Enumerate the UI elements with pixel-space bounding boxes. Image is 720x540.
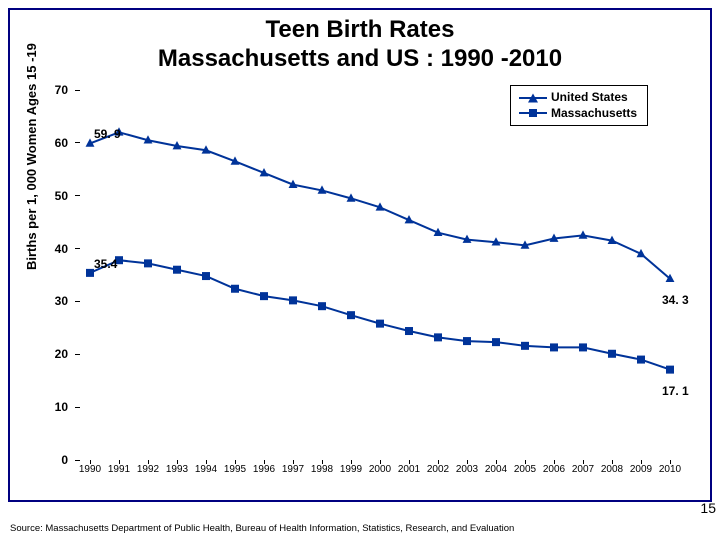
data-point-label: 59. 9 [94, 127, 121, 141]
y-axis-label: Births per 1, 000 Women Ages 15 -19 [24, 43, 39, 270]
y-tick-label: 60 [55, 136, 68, 150]
x-tick-label: 2006 [543, 464, 565, 475]
x-tick-label: 2007 [572, 464, 594, 475]
x-tick-label: 2002 [427, 464, 449, 475]
data-point-label: 34. 3 [662, 293, 689, 307]
title-line-1: Teen Birth Rates [266, 16, 455, 43]
chart-title: Teen Birth Rates Massachusetts and US : … [10, 10, 710, 74]
x-tick-label: 1998 [311, 464, 333, 475]
page-number: 15 [700, 500, 716, 516]
x-tick-label: 2005 [514, 464, 536, 475]
y-tick-label: 50 [55, 189, 68, 203]
legend-item: United States [519, 90, 637, 106]
x-tick-label: 2009 [630, 464, 652, 475]
x-tick-label: 1993 [166, 464, 188, 475]
title-line-2: Massachusetts and US : 1990 -2010 [158, 45, 562, 72]
legend: United StatesMassachusetts [510, 85, 648, 126]
x-tick-label: 1991 [108, 464, 130, 475]
x-tick-label: 1992 [137, 464, 159, 475]
x-tick-label: 2004 [485, 464, 507, 475]
x-tick-label: 2003 [456, 464, 478, 475]
data-point-label: 17. 1 [662, 384, 689, 398]
legend-label: United States [551, 90, 628, 106]
y-tick-label: 0 [61, 453, 68, 467]
legend-item: Massachusetts [519, 106, 637, 122]
source-text: Source: Massachusetts Department of Publ… [10, 523, 514, 534]
x-tick-label: 1995 [224, 464, 246, 475]
slide-frame: Teen Birth Rates Massachusetts and US : … [8, 8, 712, 502]
x-tick-label: 2000 [369, 464, 391, 475]
legend-label: Massachusetts [551, 106, 637, 122]
x-tick-label: 2001 [398, 464, 420, 475]
x-tick-label: 1997 [282, 464, 304, 475]
y-tick-label: 70 [55, 83, 68, 97]
y-tick-label: 30 [55, 294, 68, 308]
y-tick-label: 20 [55, 347, 68, 361]
x-tick-label: 1994 [195, 464, 217, 475]
chart-plot-area: United StatesMassachusetts 0102030405060… [80, 90, 680, 460]
chart-svg [80, 90, 680, 460]
x-tick-label: 2010 [659, 464, 681, 475]
data-point-label: 35.4 [94, 257, 117, 271]
x-tick-label: 1999 [340, 464, 362, 475]
square-marker-icon [529, 109, 537, 117]
y-tick-label: 10 [55, 400, 68, 414]
y-tick-label: 40 [55, 242, 68, 256]
triangle-marker-icon [528, 93, 538, 102]
x-tick-label: 2008 [601, 464, 623, 475]
x-tick-label: 1990 [79, 464, 101, 475]
x-tick-label: 1996 [253, 464, 275, 475]
